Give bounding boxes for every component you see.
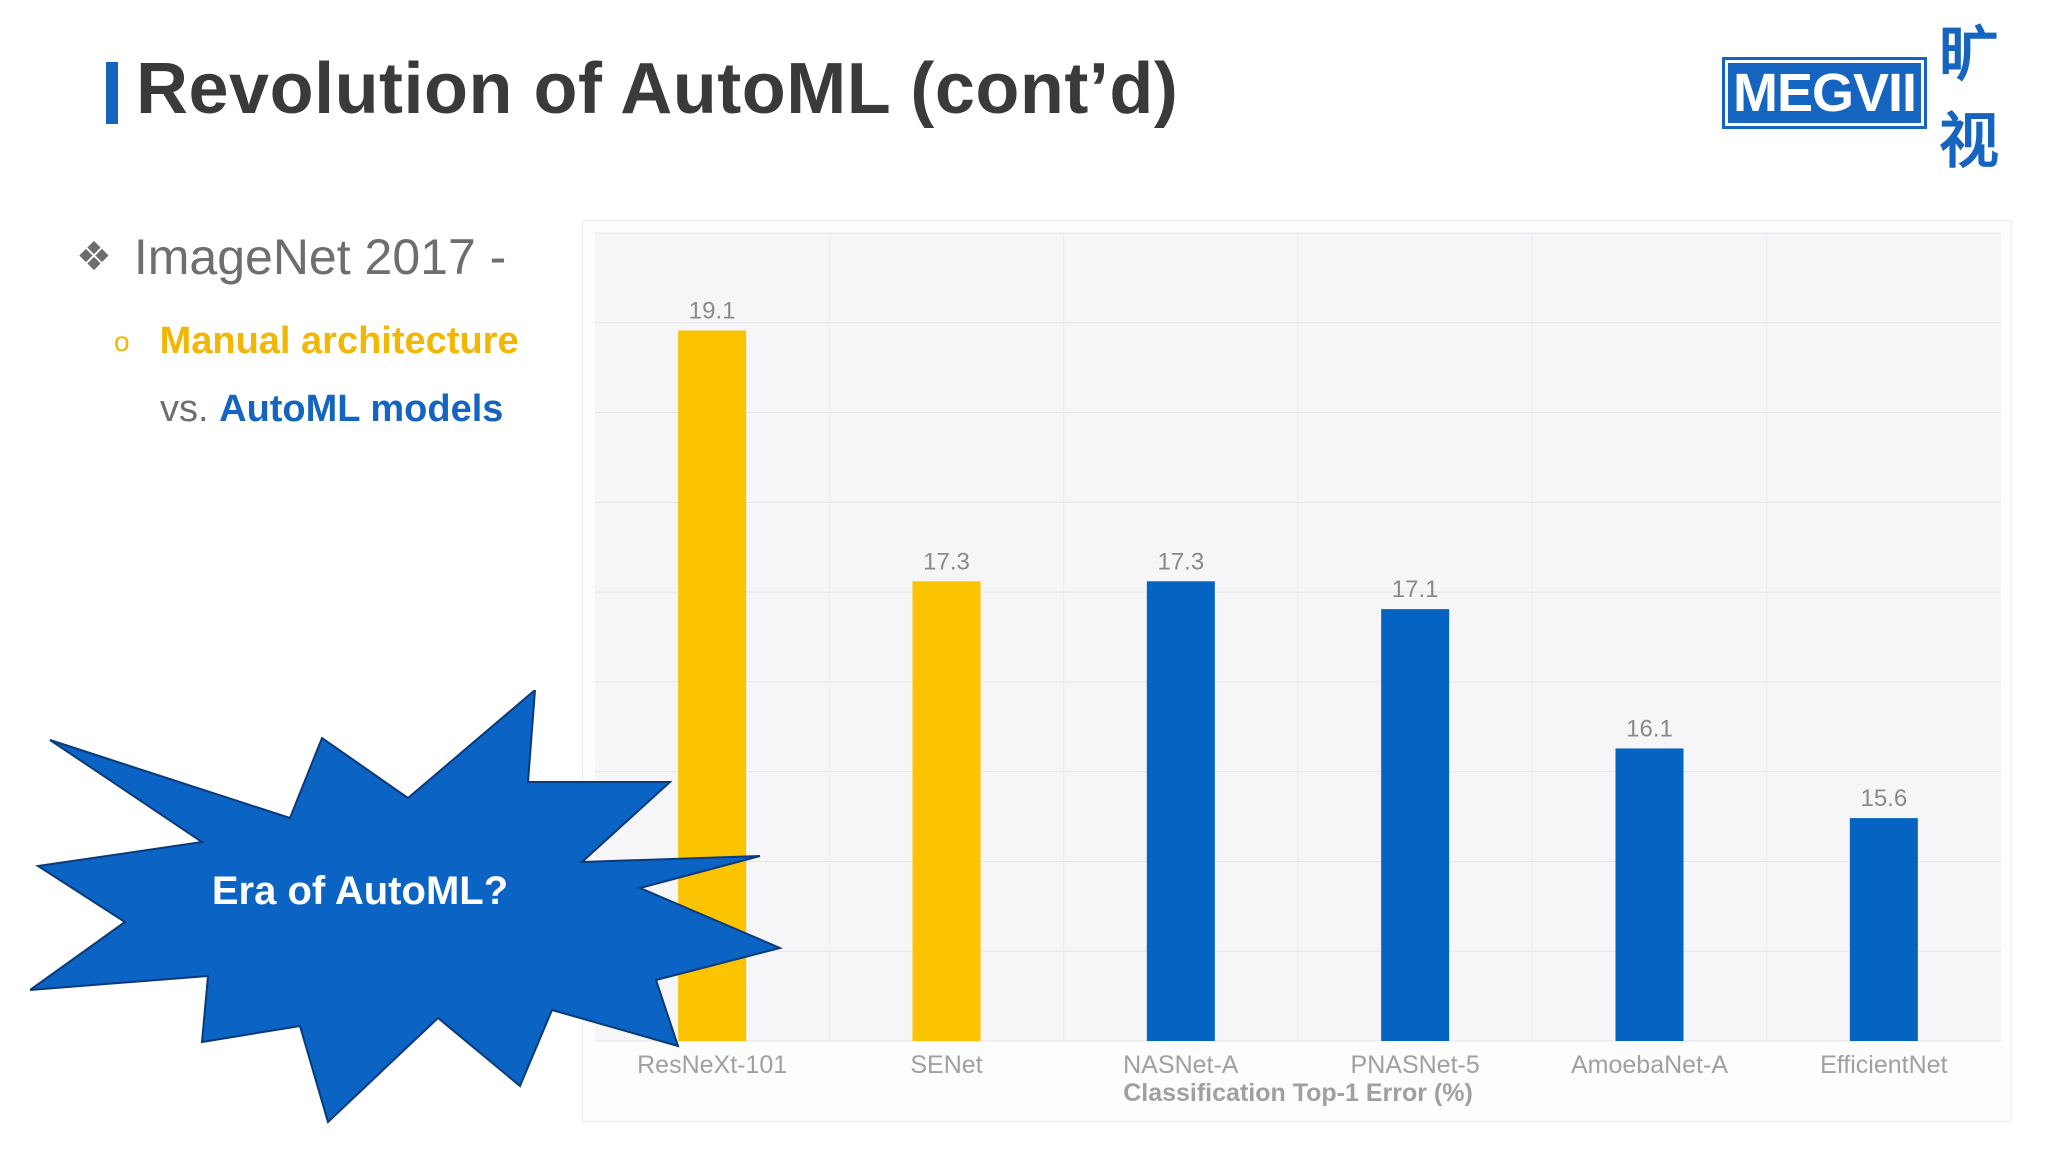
category-tick-label: NASNet-A: [1123, 1051, 1239, 1079]
category-tick-label: PNASNet-5: [1351, 1051, 1480, 1079]
data-label: 15.6: [1860, 785, 1907, 812]
bullet-level1-text: ImageNet 2017 -: [133, 229, 507, 285]
data-label: 17.3: [923, 548, 970, 575]
logo-text: MEGVII: [1722, 57, 1928, 129]
logo-chinese-text: 旷视: [1939, 20, 2000, 177]
labels: 19.1 ResNeXt-101 17.3 SENet 17.3 NASNet-A 17.1…: [637, 298, 1947, 1079]
circle-bullet-icon: o: [114, 325, 130, 357]
data-label: 17.3: [1157, 548, 1204, 575]
data-label: 19.1: [689, 298, 736, 325]
bar-amoebanet-a: [1615, 748, 1684, 1041]
data-label: 16.1: [1626, 715, 1673, 742]
vs-text: vs.: [160, 388, 209, 430]
bullet-list: ❖ ImageNet 2017 - o Manual architecture …: [76, 228, 519, 430]
bar-senet: [912, 581, 981, 1041]
x-axis-label: Classification Top-1 Error (%): [1123, 1079, 1473, 1107]
category-tick-label: EfficientNet: [1820, 1051, 1947, 1079]
bar-chart: 19.1 ResNeXt-101 17.3 SENet 17.3 NASNet-A 17.1…: [595, 232, 2001, 1107]
starburst-shape: [30, 690, 784, 1124]
category-tick-label: SENet: [910, 1051, 982, 1079]
bar-pnasnet-5: [1381, 609, 1450, 1041]
title-accent-bar: [106, 62, 118, 124]
bullet-level2: o Manual architecture: [114, 320, 519, 363]
grid-lines: [595, 232, 2001, 1042]
diamond-bullet-icon: ❖: [76, 235, 112, 279]
starburst-callout: Era of AutoML?: [30, 690, 784, 1124]
category-tick-label: ResNeXt-101: [637, 1051, 787, 1079]
bullet-level3: vs. AutoML models: [160, 388, 503, 431]
data-label: 17.1: [1392, 576, 1439, 603]
page-title: Revolution of AutoML (cont’d): [136, 49, 1179, 129]
category-tick-label: AmoebaNet-A: [1571, 1051, 1728, 1079]
callout-text: Era of AutoML?: [212, 869, 508, 913]
automl-models-label: AutoML models: [219, 388, 504, 430]
bar-nasnet-a: [1146, 581, 1215, 1041]
megvii-logo: MEGVII 旷视: [1722, 20, 2048, 177]
bar-efficientnet: [1849, 818, 1918, 1041]
bullet-level1: ❖ ImageNet 2017 -: [76, 228, 506, 286]
manual-architecture-label: Manual architecture: [159, 320, 519, 362]
chart-panel: 19.1 ResNeXt-101 17.3 SENet 17.3 NASNet-A 17.1…: [582, 220, 2012, 1122]
